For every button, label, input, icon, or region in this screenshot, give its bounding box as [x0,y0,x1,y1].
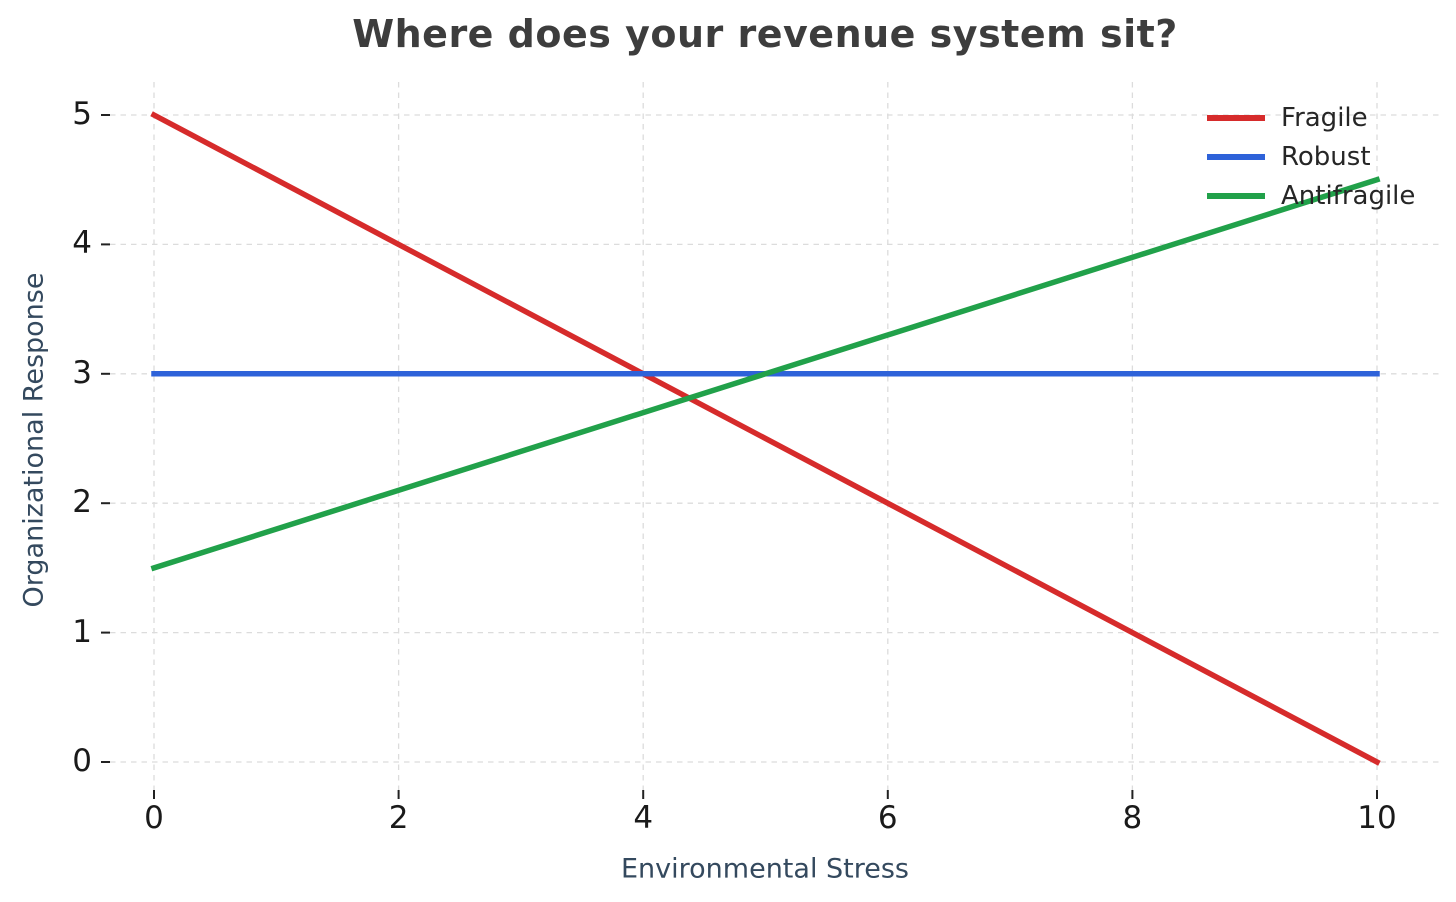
y-tick-label: 2 [72,484,92,521]
legend-item-robust: Robust [1207,137,1415,176]
x-axis-label: Environmental Stress [620,853,910,885]
x-tick-label: 4 [633,800,654,836]
tick-marks [101,114,1378,799]
legend-label: Fragile [1281,102,1368,133]
gridlines [110,82,1441,790]
x-tick-label: 2 [388,800,409,836]
chart-title: Where does your revenue system sit? [352,12,1178,56]
legend-swatch-antifragile [1207,192,1265,199]
y-tick-label: 4 [72,225,92,262]
series-line-fragile [150,111,1381,766]
x-tick-label: 6 [877,800,898,836]
y-tick-label: 5 [72,96,92,132]
legend: Fragile Robust Antifragile [1207,98,1415,215]
x-tick-label: 8 [1122,800,1143,836]
y-tick-label: 3 [72,354,92,391]
x-tick-label: 0 [144,800,164,836]
series-line-antifragile [150,176,1381,572]
data-series [150,111,1381,766]
y-tick-label: 0 [72,743,92,779]
legend-swatch-robust [1207,153,1265,160]
x-tick-label: 10 [1357,800,1397,836]
legend-swatch-fragile [1207,114,1265,121]
legend-label: Antifragile [1281,180,1416,211]
legend-item-antifragile: Antifragile [1207,176,1415,215]
legend-item-fragile: Fragile [1207,98,1415,137]
y-axis-label: Organizational Response [18,272,50,608]
legend-label: Robust [1281,141,1371,172]
y-tick-label: 1 [72,613,92,650]
